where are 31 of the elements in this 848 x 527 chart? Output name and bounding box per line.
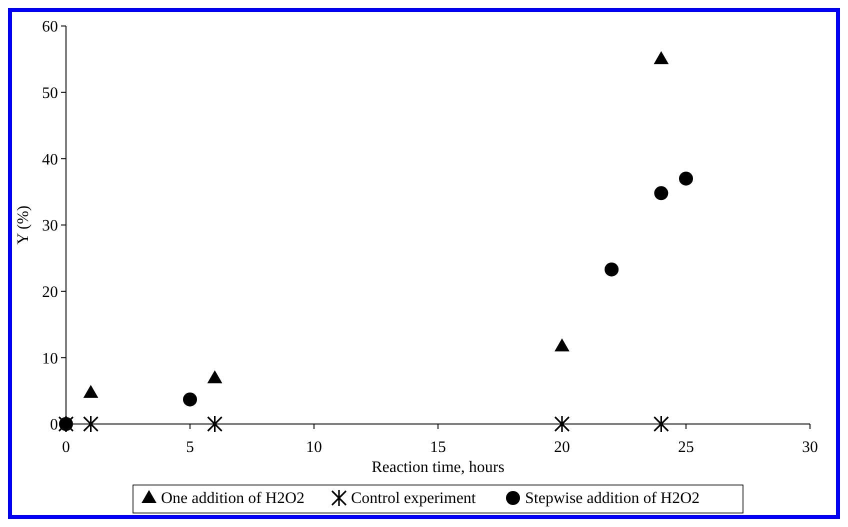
point [679,172,693,186]
y-axis-title: Y (%) [15,206,32,244]
point [554,415,570,433]
y-tick-label: 40 [42,151,58,168]
point [604,262,619,276]
point [654,51,669,64]
point [554,338,570,352]
legend-label: Stepwise addition of H2O2 [525,490,700,507]
x-tick-label: 30 [802,439,818,456]
y-tick-label: 10 [42,350,58,368]
point [207,415,223,433]
y-tick-label: 50 [42,84,58,102]
x-axis-title: Reaction time, hours [372,459,504,476]
point [83,384,98,398]
legend-label: Control experiment [351,490,476,507]
y-tick-label: 30 [42,218,58,235]
point [654,186,668,200]
x-tick-label: 25 [678,439,694,456]
point [653,415,669,433]
point [183,392,197,406]
y-tick-label: 60 [42,18,58,36]
y-tick-label: 20 [42,284,58,301]
point [83,415,99,433]
y-tick-label: 0 [50,416,58,434]
x-tick-label: 0 [62,439,70,456]
x-tick-label: 20 [554,439,570,456]
point [207,370,222,384]
legend-label: One addition of H2O2 [161,490,305,507]
x-tick-label: 15 [430,439,446,456]
x-tick-label: 10 [306,439,322,456]
x-tick-label: 5 [186,439,194,456]
